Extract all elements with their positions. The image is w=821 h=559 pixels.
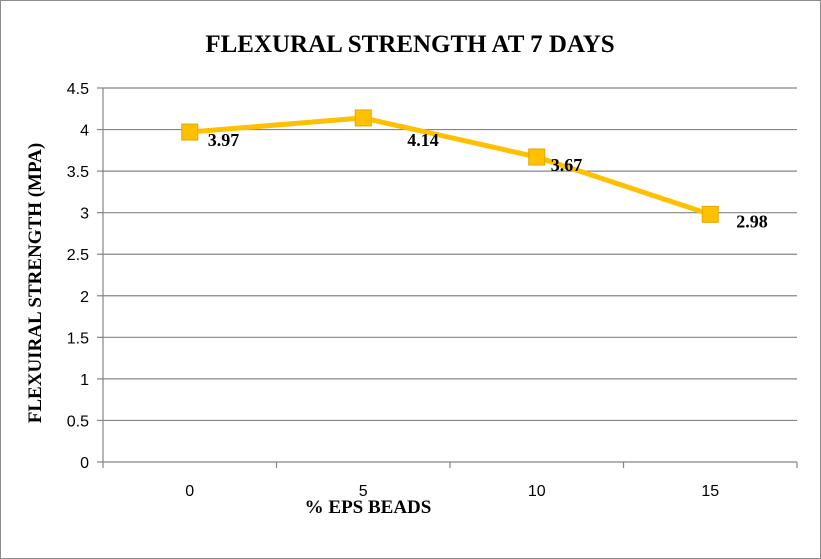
series-line [187, 115, 713, 217]
data-label: 4.14 [407, 130, 439, 150]
y-tick-label: 1 [80, 372, 89, 389]
y-axis-ticks: 0 0.5 1 1.5 2 2.5 3 3.5 4 4.5 [67, 81, 103, 472]
y-tick-label: 2.5 [67, 247, 89, 264]
chart-title: FLEXURAL STRENGTH AT 7 DAYS [205, 31, 614, 58]
y-tick-label: 1.5 [67, 330, 89, 347]
x-tick-label: 0 [185, 483, 194, 500]
axes [102, 88, 797, 463]
data-label: 3.97 [208, 130, 240, 150]
y-tick-label: 3 [80, 206, 89, 223]
y-tick-label: 4.5 [67, 81, 89, 98]
x-tick-label: 10 [528, 483, 546, 500]
x-tick-label: 5 [359, 483, 368, 500]
data-labels: 3.97 4.14 3.67 2.98 [208, 130, 768, 231]
data-point-marker [181, 123, 199, 141]
gridlines [103, 87, 797, 422]
y-tick-label: 3.5 [67, 164, 89, 181]
data-label: 2.98 [736, 211, 768, 231]
x-axis-ticks: 0 5 10 15 [102, 462, 798, 500]
series-polyline [187, 115, 713, 217]
data-point-marker [528, 148, 546, 166]
data-markers [181, 109, 719, 223]
data-label: 3.67 [551, 155, 583, 175]
y-axis-title: FLEXUIRAL STRENGTH (MPA) [25, 143, 46, 423]
data-point-marker [354, 109, 372, 127]
x-tick-label: 15 [701, 483, 719, 500]
y-tick-label: 0 [80, 455, 89, 472]
y-tick-label: 0.5 [67, 413, 89, 430]
data-point-marker [701, 205, 719, 223]
y-tick-label: 4 [80, 123, 89, 140]
x-axis-title: % EPS BEADS [305, 497, 432, 518]
y-tick-label: 2 [80, 289, 89, 306]
